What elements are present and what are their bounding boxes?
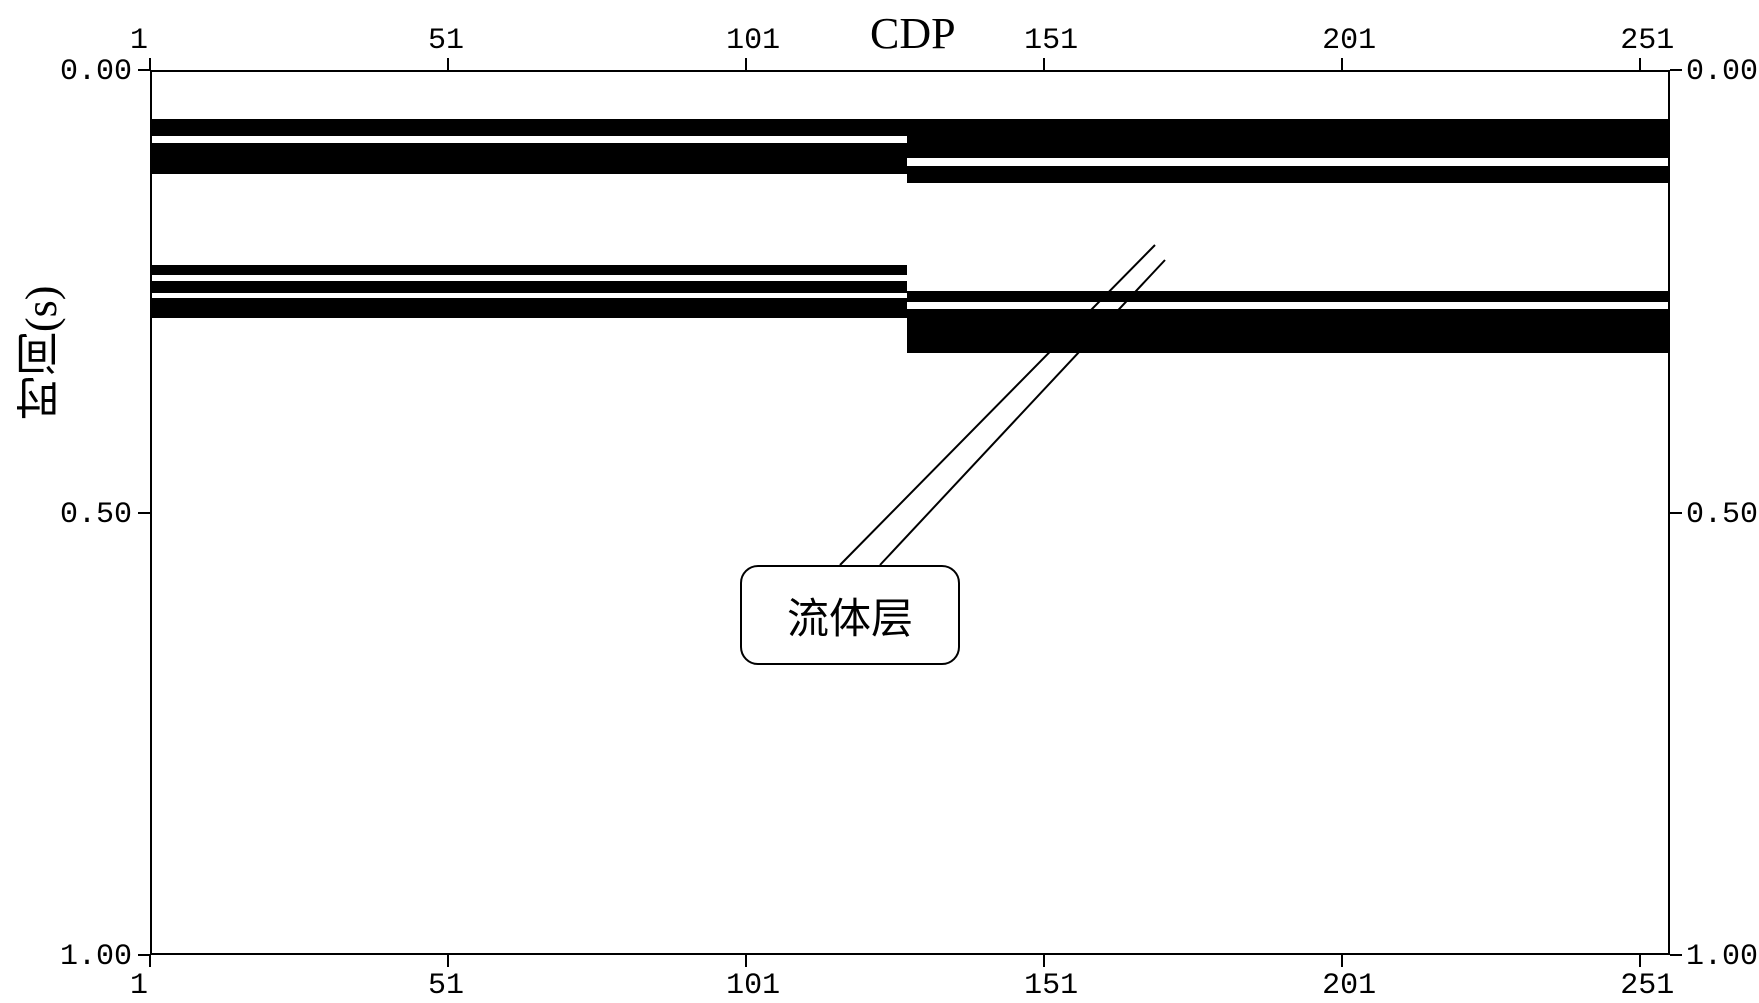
x-tick-label-bottom: 51 (428, 969, 464, 1003)
x-tick-mark-bottom (149, 955, 151, 967)
callout-label: 流体层 (787, 585, 913, 646)
x-tick-mark-top (1043, 58, 1045, 70)
seismic-reflector (907, 291, 1670, 302)
callout-box: 流体层 (740, 565, 960, 665)
seismic-reflector (150, 143, 907, 175)
y-tick-mark-right (1670, 954, 1682, 956)
y-tick-label-right: 0.00 (1686, 55, 1758, 89)
x-tick-mark-bottom (1341, 955, 1343, 967)
x-tick-label-top: 1 (130, 24, 148, 58)
y-tick-mark-right (1670, 512, 1682, 514)
seismic-reflector (907, 166, 1670, 184)
seismic-reflector (907, 119, 1670, 159)
x-tick-mark-top (745, 58, 747, 70)
x-tick-mark-bottom (745, 955, 747, 967)
y-tick-label-right: 1.00 (1686, 940, 1758, 974)
y-tick-label-left: 0.00 (60, 55, 132, 89)
seismic-reflector (150, 298, 907, 317)
y-tick-label-left: 0.50 (60, 498, 132, 532)
x-axis-label: CDP (870, 8, 956, 59)
y-tick-mark-left (138, 512, 150, 514)
x-tick-mark-bottom (1639, 955, 1641, 967)
x-tick-label-top: 201 (1322, 24, 1376, 58)
seismic-reflector (150, 119, 907, 137)
x-tick-mark-top (1639, 58, 1641, 70)
x-tick-mark-bottom (1043, 955, 1045, 967)
x-tick-label-top: 251 (1620, 24, 1674, 58)
seismic-reflector (150, 281, 907, 293)
x-tick-label-bottom: 201 (1322, 969, 1376, 1003)
x-tick-label-bottom: 1 (130, 969, 148, 1003)
x-tick-label-top: 151 (1024, 24, 1078, 58)
x-tick-label-bottom: 101 (726, 969, 780, 1003)
x-tick-label-top: 101 (726, 24, 780, 58)
y-axis-label: 时间(s) (10, 200, 74, 420)
seismic-reflector (907, 309, 1670, 353)
y-tick-label-right: 0.50 (1686, 498, 1758, 532)
y-tick-mark-right (1670, 69, 1682, 71)
plot-area (150, 70, 1670, 955)
x-tick-label-bottom: 151 (1024, 969, 1078, 1003)
y-tick-mark-left (138, 69, 150, 71)
x-tick-mark-top (447, 58, 449, 70)
seismic-reflector (150, 265, 907, 276)
x-tick-mark-bottom (447, 955, 449, 967)
y-tick-label-left: 1.00 (60, 940, 132, 974)
x-tick-label-top: 51 (428, 24, 464, 58)
y-tick-mark-left (138, 954, 150, 956)
x-tick-mark-top (1341, 58, 1343, 70)
x-tick-label-bottom: 251 (1620, 969, 1674, 1003)
